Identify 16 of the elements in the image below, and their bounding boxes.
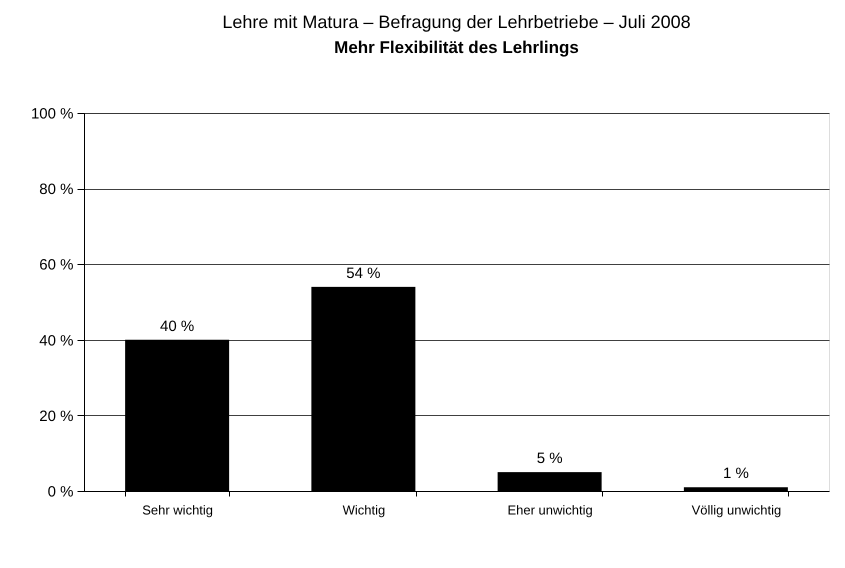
data-label: 54 % xyxy=(346,264,380,282)
y-tick-label: 20 % xyxy=(39,408,74,425)
data-label: 1 % xyxy=(722,465,749,482)
y-tick-label: 40 % xyxy=(39,332,74,350)
y-tick-label: 60 % xyxy=(39,256,74,274)
x-tick-label: Eher unwichtig xyxy=(507,502,593,518)
y-tick-label: 80 % xyxy=(39,181,74,198)
y-tick-label: 0 % xyxy=(48,484,74,500)
chart-subtitle: Mehr Flexibilität des Lehrlings xyxy=(334,38,579,57)
chart-title: Lehre mit Matura – Befragung der Lehrbetriebe – Juli 2008 xyxy=(222,12,691,32)
x-tick-label: Sehr wichtig xyxy=(142,502,214,518)
x-tick-label: Wichtig xyxy=(342,502,386,518)
data-label: 5 % xyxy=(536,450,563,468)
data-label: 40 % xyxy=(160,318,194,335)
y-tick-label: 100 % xyxy=(30,106,74,122)
x-tick-label: Völlig unwichtig xyxy=(692,502,782,518)
